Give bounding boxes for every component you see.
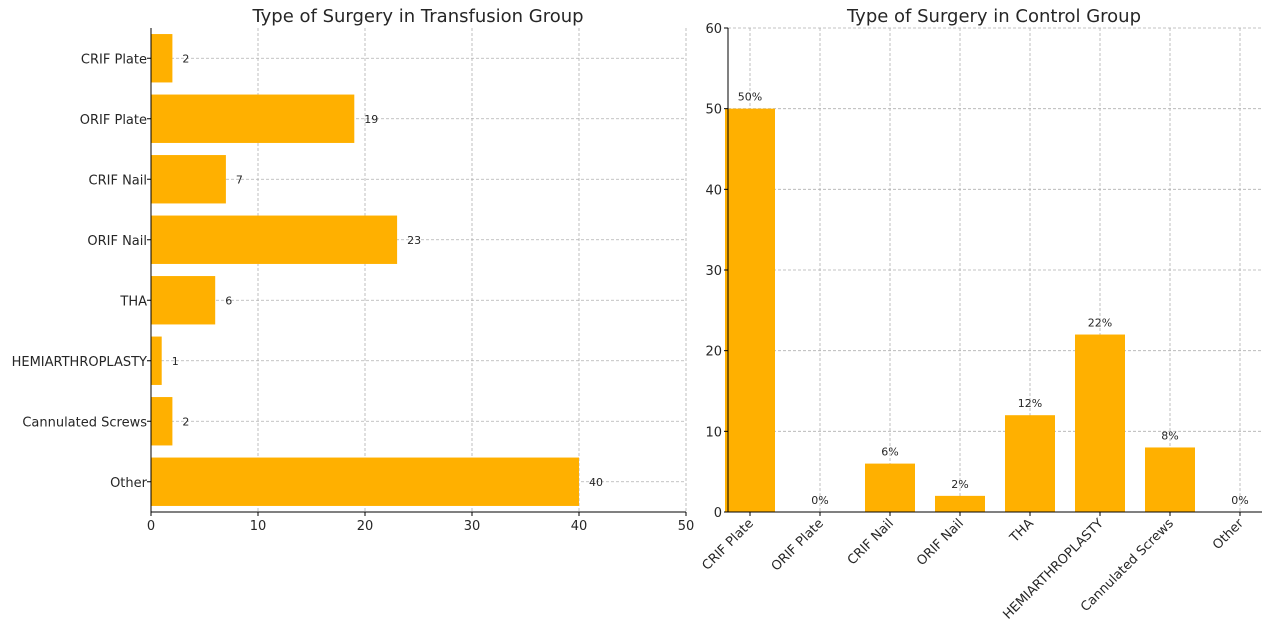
- y-tick-label: HEMIARTHROPLASTY: [12, 355, 147, 370]
- x-tick-label: 10: [250, 519, 267, 534]
- y-tick-label: 50: [705, 103, 722, 118]
- transfusion-chart-title: Type of Surgery in Transfusion Group: [251, 6, 583, 27]
- x-tick-label: ORIF Nail: [914, 516, 967, 569]
- y-tick-label: 30: [705, 264, 722, 279]
- bar: [935, 495, 985, 512]
- y-tick-label: Cannulated Screws: [22, 415, 147, 430]
- bar-data-label: 0%: [811, 494, 828, 507]
- y-tick-label: ORIF Plate: [80, 113, 147, 128]
- y-tick-label: 20: [705, 345, 722, 360]
- bar-data-label: 7: [236, 173, 243, 186]
- bar: [151, 397, 173, 446]
- x-tick-label: ORIF Plate: [769, 516, 827, 574]
- x-tick-label: THA: [1007, 516, 1037, 546]
- control-chart-title: Type of Surgery in Control Group: [846, 6, 1141, 27]
- bar-data-label: 22%: [1088, 317, 1112, 330]
- bar: [151, 276, 216, 325]
- bar-data-label: 19: [364, 113, 378, 126]
- bar: [1005, 415, 1055, 512]
- bar: [151, 215, 398, 264]
- y-tick-label: CRIF Nail: [89, 173, 147, 188]
- bar-data-label: 23: [407, 234, 421, 247]
- bar-data-label: 8%: [1161, 429, 1178, 442]
- bar-data-label: 0%: [1231, 494, 1248, 507]
- bar-data-label: 2: [182, 52, 189, 65]
- control-grid: [728, 27, 1262, 513]
- bar: [1075, 334, 1125, 512]
- y-tick-label: CRIF Plate: [81, 52, 147, 67]
- x-tick-label: 50: [678, 519, 695, 534]
- y-tick-label: THA: [119, 294, 147, 309]
- y-tick-label: Other: [110, 476, 148, 491]
- bar-data-label: 1: [172, 355, 179, 368]
- control-bars: 50% 0% 6% 2% 12% 22% 8% 0%: [725, 91, 1249, 513]
- bar-data-label: 6%: [881, 446, 898, 459]
- bar: [1145, 447, 1195, 512]
- x-tick-label: 40: [571, 519, 588, 534]
- y-tick-label: 60: [705, 22, 722, 37]
- transfusion-chart: Type of Surgery in Transfusion Group 2 19…: [12, 6, 695, 534]
- bar: [725, 108, 775, 513]
- control-axes: 0 10 20 30 40 50 60 CRIF Plate ORIF Plate CRIF Na…: [699, 22, 1262, 623]
- bar: [151, 336, 162, 385]
- transfusion-grid: [150, 28, 687, 512]
- y-tick-label: ORIF Nail: [87, 234, 147, 249]
- y-tick-label: 10: [705, 425, 722, 440]
- bar: [151, 457, 579, 506]
- bar-data-label: 6: [225, 294, 232, 307]
- x-tick-label: CRIF Nail: [845, 516, 897, 568]
- bar-data-label: 40: [589, 476, 603, 489]
- x-tick-label: 20: [357, 519, 374, 534]
- transfusion-axes: 0 10 20 30 40 50 CRIF Plate ORIF Plate CRIF Nail…: [12, 28, 695, 534]
- transfusion-bars: 2 19 7 23 6 1 2 40: [151, 34, 603, 506]
- bar: [865, 463, 915, 512]
- x-tick-label: Other: [1210, 516, 1247, 553]
- x-tick-label: 0: [147, 519, 155, 534]
- bar: [151, 155, 226, 204]
- x-tick-label: CRIF Plate: [699, 516, 756, 573]
- control-chart: Type of Surgery in Control Group 50% 0% 6%…: [699, 6, 1262, 623]
- y-tick-label: 0: [714, 506, 722, 521]
- y-tick-label: 40: [705, 183, 722, 198]
- bar: [151, 94, 355, 143]
- x-tick-label: 30: [464, 519, 481, 534]
- bar-data-label: 2%: [951, 478, 968, 491]
- bar-data-label: 12%: [1018, 397, 1042, 410]
- bar-data-label: 2: [182, 415, 189, 428]
- bar-data-label: 50%: [738, 91, 762, 104]
- bar: [151, 34, 173, 83]
